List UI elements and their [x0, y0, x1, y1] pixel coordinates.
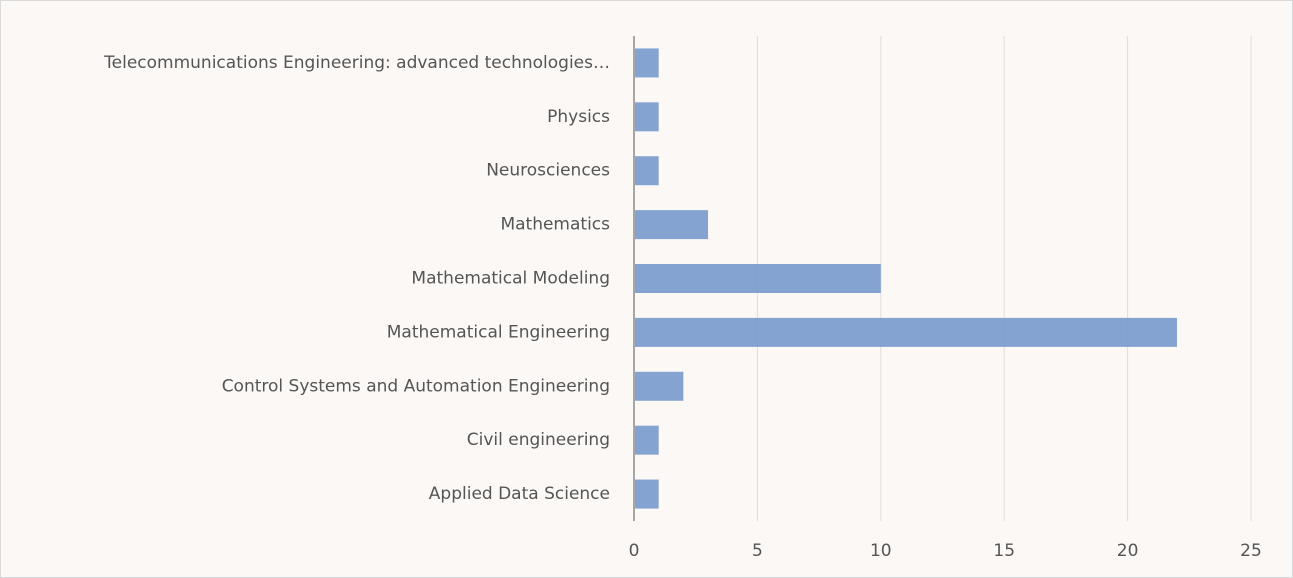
bar: [634, 156, 659, 186]
bar: [634, 317, 1177, 347]
bar: [634, 264, 881, 293]
y-tick-label: Control Systems and Automation Engineeri…: [222, 376, 610, 396]
y-tick-label: Civil engineering: [467, 430, 610, 450]
y-tick-label: Physics: [547, 107, 610, 127]
x-tick-label: 20: [1117, 541, 1139, 561]
y-tick-label: Mathematics: [500, 215, 610, 235]
y-tick-label: Mathematical Engineering: [387, 322, 610, 342]
bar: [634, 479, 659, 509]
y-tick-label: Telecommunications Engineering: advanced…: [103, 53, 610, 73]
y-tick-label: Mathematical Modeling: [411, 269, 610, 289]
x-tick-label: 15: [993, 541, 1015, 561]
x-tick-label: 25: [1240, 541, 1262, 561]
bar: [634, 102, 659, 132]
bar: [634, 371, 684, 401]
x-tick-label: 0: [629, 541, 640, 561]
bar: [634, 425, 659, 455]
x-tick-label: 5: [752, 541, 763, 561]
y-tick-label: Neurosciences: [486, 161, 610, 181]
bar: [634, 48, 659, 78]
bar: [634, 210, 709, 240]
y-tick-label: Applied Data Science: [429, 484, 610, 504]
x-tick-label: 10: [870, 541, 892, 561]
